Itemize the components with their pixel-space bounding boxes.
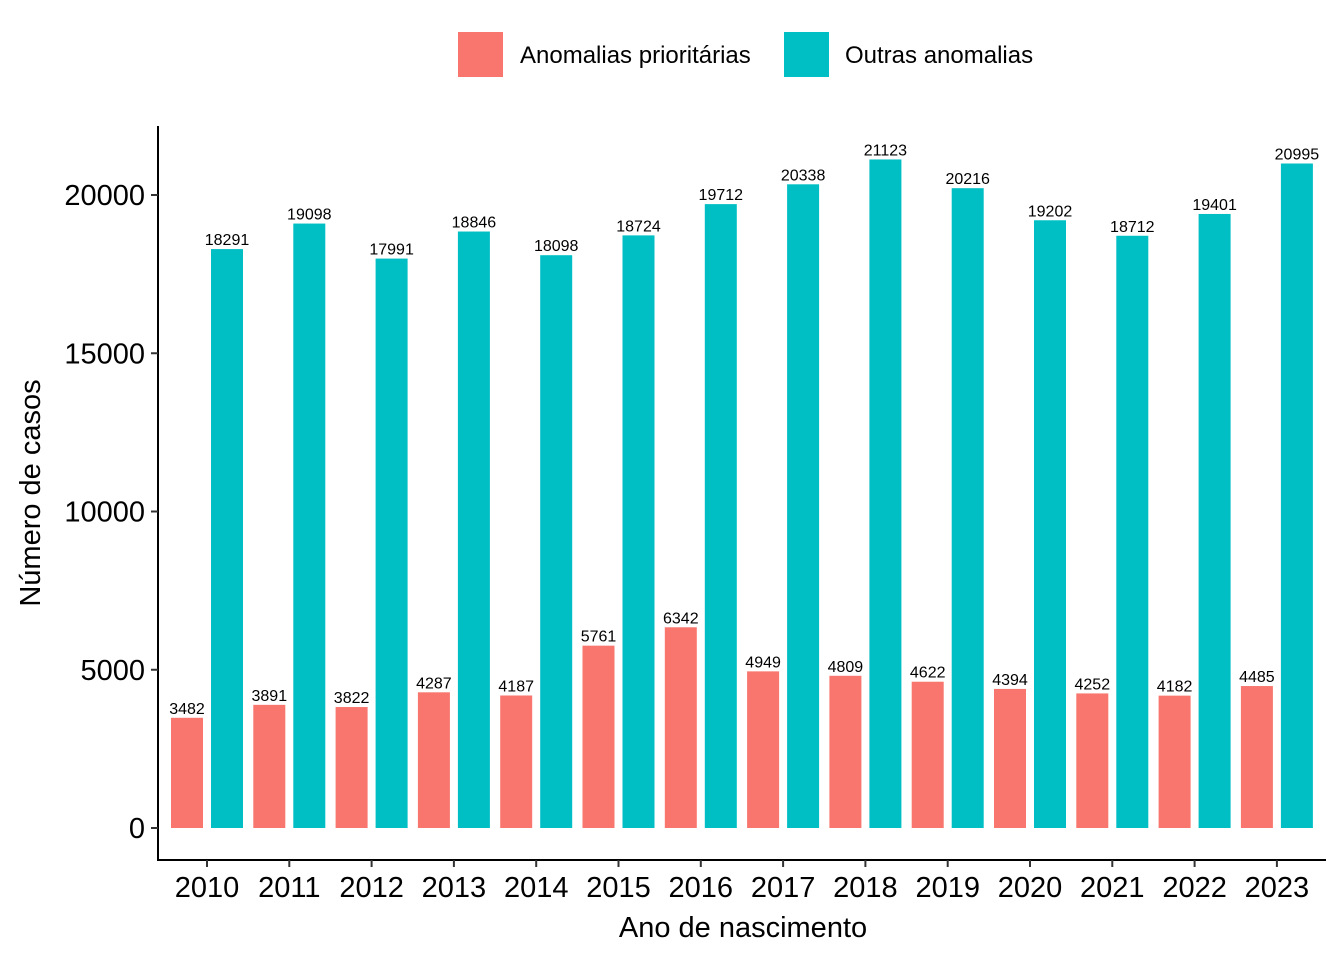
data-label: 4287 bbox=[416, 675, 452, 692]
x-tick-label: 2015 bbox=[586, 872, 651, 904]
data-label: 4622 bbox=[910, 665, 946, 682]
data-label: 17991 bbox=[369, 242, 414, 259]
data-label: 19401 bbox=[1192, 197, 1237, 214]
bar-outras-anomalias bbox=[293, 223, 326, 829]
data-label: 4485 bbox=[1239, 669, 1275, 686]
x-tick-label: 2010 bbox=[175, 872, 240, 904]
y-axis-title: Número de casos bbox=[15, 379, 47, 606]
data-label: 3891 bbox=[252, 688, 288, 705]
bar-anomalias-prioritarias bbox=[335, 707, 368, 828]
data-label: 4949 bbox=[745, 654, 781, 671]
axes bbox=[157, 126, 1326, 861]
bars bbox=[171, 159, 1313, 829]
data-label: 4187 bbox=[498, 678, 534, 695]
bar-outras-anomalias bbox=[375, 258, 408, 828]
bar-anomalias-prioritarias bbox=[911, 681, 944, 828]
y-tick-label: 5000 bbox=[80, 655, 145, 687]
data-label: 4252 bbox=[1075, 676, 1111, 693]
bar-outras-anomalias bbox=[1280, 163, 1313, 829]
bar-anomalias-prioritarias bbox=[994, 688, 1026, 828]
bar-outras-anomalias bbox=[704, 204, 737, 828]
bar-anomalias-prioritarias bbox=[582, 645, 615, 828]
bar-outras-anomalias bbox=[1116, 235, 1149, 828]
bar-anomalias-prioritarias bbox=[171, 717, 203, 828]
data-label: 21123 bbox=[864, 142, 907, 159]
data-label: 19202 bbox=[1028, 203, 1073, 220]
bar-anomalias-prioritarias bbox=[417, 692, 450, 828]
data-label: 20216 bbox=[945, 171, 990, 188]
data-label: 4394 bbox=[992, 672, 1028, 689]
x-tick-label: 2016 bbox=[669, 872, 734, 904]
bar-outras-anomalias bbox=[1034, 220, 1066, 828]
bar-outras-anomalias bbox=[869, 159, 902, 829]
data-label: 4182 bbox=[1157, 679, 1193, 696]
bar-anomalias-prioritarias bbox=[1076, 693, 1109, 828]
legend-label: Outras anomalias bbox=[845, 42, 1033, 69]
x-tick-label: 2014 bbox=[504, 872, 569, 904]
y-tick-label: 15000 bbox=[64, 338, 145, 370]
bar-anomalias-prioritarias bbox=[747, 671, 780, 828]
x-tick-label: 2022 bbox=[1162, 872, 1227, 904]
x-tick-label: 2017 bbox=[751, 872, 816, 904]
bar-outras-anomalias bbox=[540, 255, 573, 828]
data-label: 5761 bbox=[581, 629, 617, 646]
y-tick-label: 0 bbox=[129, 813, 145, 845]
x-tick-label: 2023 bbox=[1245, 872, 1310, 904]
bar-outras-anomalias bbox=[787, 184, 820, 828]
x-tick-label: 2019 bbox=[915, 872, 980, 904]
bar-anomalias-prioritarias bbox=[1158, 695, 1191, 828]
bar-outras-anomalias bbox=[457, 231, 490, 828]
data-label: 3822 bbox=[334, 690, 370, 707]
bar-anomalias-prioritarias bbox=[500, 695, 533, 828]
data-label: 20338 bbox=[781, 167, 826, 184]
y-tick-label: 20000 bbox=[64, 180, 145, 212]
bar-anomalias-prioritarias bbox=[253, 704, 286, 828]
data-label: 4809 bbox=[828, 659, 864, 676]
x-axis-title: Ano de nascimento bbox=[619, 912, 867, 944]
data-label: 19712 bbox=[699, 187, 744, 204]
data-label: 18291 bbox=[205, 232, 250, 249]
bar-outras-anomalias bbox=[1198, 213, 1231, 828]
legend-key bbox=[784, 32, 829, 77]
legend-label: Anomalias prioritárias bbox=[520, 42, 751, 69]
x-tick-label: 2020 bbox=[998, 872, 1063, 904]
x-tick-label: 2018 bbox=[833, 872, 898, 904]
bar-outras-anomalias bbox=[211, 249, 243, 828]
x-tick-label: 2013 bbox=[422, 872, 487, 904]
legend-key bbox=[458, 32, 503, 77]
bar-outras-anomalias bbox=[622, 235, 655, 829]
x-tick-label: 2012 bbox=[339, 872, 404, 904]
data-label: 18712 bbox=[1110, 219, 1155, 236]
y-ticks: 0 5000 10000 15000 20000 bbox=[64, 180, 158, 845]
data-label: 6342 bbox=[663, 610, 699, 627]
bar-anomalias-prioritarias bbox=[829, 675, 862, 828]
data-label: 18724 bbox=[616, 218, 661, 235]
legend: Anomalias prioritárias Outras anomalias bbox=[458, 32, 1033, 77]
data-label: 18846 bbox=[452, 215, 497, 232]
data-label: 3482 bbox=[169, 701, 205, 718]
x-ticks: 2010 2011 2012 2013 2014 2015 2016 2017 2018 2019… bbox=[175, 860, 1309, 904]
bar-anomalias-prioritarias bbox=[1240, 686, 1273, 828]
y-tick-label: 10000 bbox=[64, 497, 145, 529]
data-label: 18098 bbox=[534, 238, 579, 255]
data-label: 20995 bbox=[1275, 147, 1320, 164]
bar-anomalias-prioritarias bbox=[664, 627, 697, 828]
data-label: 19098 bbox=[287, 207, 332, 224]
data-labels: 3482 18291 3891 19098 3822 17991 4287 18846 4187… bbox=[169, 142, 1319, 717]
x-tick-label: 2021 bbox=[1080, 872, 1145, 904]
bar-outras-anomalias bbox=[951, 188, 984, 829]
x-tick-label: 2011 bbox=[258, 872, 320, 904]
